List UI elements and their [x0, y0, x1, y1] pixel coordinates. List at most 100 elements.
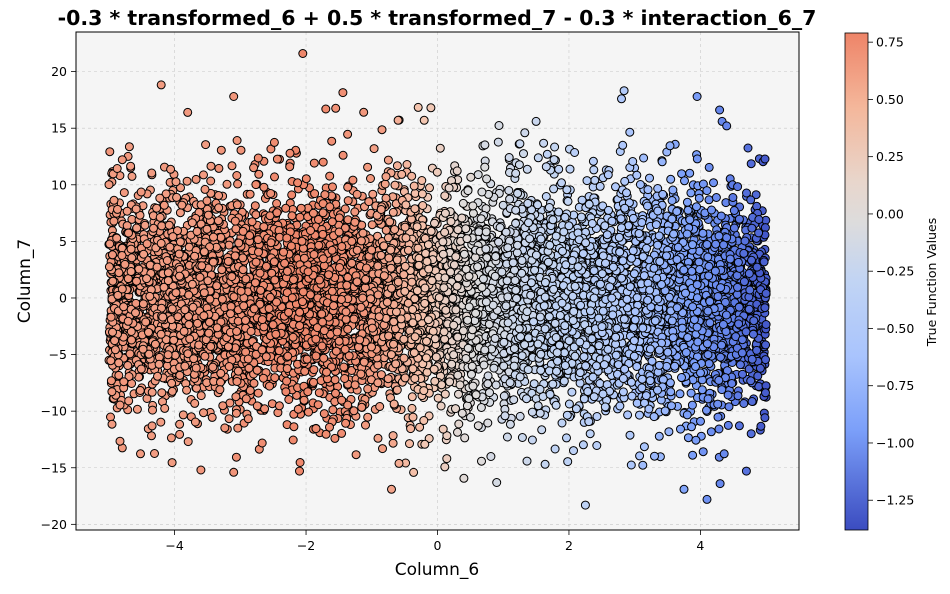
scatter-point: [699, 448, 707, 456]
scatter-point: [403, 161, 411, 169]
scatter-point: [520, 150, 528, 158]
scatter-point: [596, 380, 604, 388]
scatter-point: [565, 400, 573, 408]
scatter-point: [441, 463, 449, 471]
scatter-point: [455, 420, 463, 428]
scatter-point: [125, 143, 133, 151]
chart-title: -0.3 * transformed_6 + 0.5 * transformed…: [58, 6, 817, 30]
scatter-point: [251, 202, 259, 210]
scatter-point: [676, 390, 684, 398]
scatter-point: [639, 461, 647, 469]
scatter-point: [391, 181, 399, 189]
scatter-point: [127, 162, 135, 170]
scatter-point: [715, 425, 723, 433]
scatter-point: [389, 432, 397, 440]
scatter-point: [320, 410, 328, 418]
scatter-point: [406, 440, 414, 448]
scatter-point: [636, 181, 644, 189]
scatter-point: [566, 165, 574, 173]
scatter-point: [687, 189, 695, 197]
scatter-point: [586, 430, 594, 438]
scatter-point: [505, 187, 513, 195]
scatter-point: [364, 163, 372, 171]
scatter-point: [378, 126, 386, 134]
scatter-point: [459, 199, 467, 207]
scatter-point: [233, 172, 241, 180]
scatter-point: [503, 433, 511, 441]
scatter-point: [705, 196, 713, 204]
scatter-point: [551, 445, 559, 453]
scatter-point: [252, 181, 260, 189]
scatter-point: [344, 130, 352, 138]
scatter-point: [665, 428, 673, 436]
scatter-point: [338, 429, 346, 437]
scatter-point: [370, 145, 378, 153]
scatter-point: [289, 436, 297, 444]
scatter-point: [570, 447, 578, 455]
scatter-point: [409, 413, 417, 421]
scatter-point: [275, 402, 283, 410]
scatter-point: [620, 87, 628, 95]
scatter-point: [305, 408, 313, 416]
scatter-point: [233, 137, 241, 145]
scatter-point: [207, 162, 215, 170]
scatter-point: [633, 171, 641, 179]
scatter-point: [207, 177, 215, 185]
scatter-point: [223, 180, 231, 188]
scatter-point: [420, 417, 428, 425]
scatter-point: [273, 200, 281, 208]
scatter-point: [389, 439, 397, 447]
scatter-point: [568, 388, 576, 396]
scatter-point: [344, 183, 352, 191]
scatter-point: [179, 411, 187, 419]
scatter-point: [590, 166, 598, 174]
scatter-point: [286, 163, 294, 171]
scatter-point: [437, 402, 445, 410]
scatter-point: [747, 430, 755, 438]
scatter-point: [494, 138, 502, 146]
scatter-point: [255, 170, 263, 178]
scatter-point: [593, 413, 601, 421]
scatter-point: [234, 424, 242, 432]
scatter-point: [120, 189, 128, 197]
scatter-point: [157, 81, 165, 89]
scatter-point: [410, 468, 418, 476]
scatter-point: [137, 450, 145, 458]
scatter-point: [558, 179, 566, 187]
scatter-point: [183, 177, 191, 185]
scatter-point: [215, 192, 223, 200]
scatter-point: [341, 375, 349, 383]
scatter-point: [651, 452, 659, 460]
scatter-point: [543, 150, 551, 158]
scatter-point: [689, 451, 697, 459]
scatter-point: [528, 436, 536, 444]
scatter-point: [329, 406, 337, 414]
scatter-point: [474, 171, 482, 179]
scatter-point: [260, 183, 268, 191]
scatter-point: [376, 403, 384, 411]
scatter-point: [123, 222, 131, 230]
scatter-point: [200, 409, 208, 417]
scatter-point: [232, 453, 240, 461]
scatter-point: [636, 411, 644, 419]
scatter-point: [540, 139, 548, 147]
scatter-point: [487, 453, 495, 461]
scatter-point: [340, 363, 348, 371]
scatter-point: [133, 405, 141, 413]
scatter-point: [374, 434, 382, 442]
scatter-point: [518, 434, 526, 442]
scatter-point: [516, 412, 524, 420]
scatter-point: [411, 189, 419, 197]
scatter-point: [158, 389, 166, 397]
scatter-point: [234, 180, 242, 188]
scatter-point: [393, 162, 401, 170]
scatter-point: [688, 401, 696, 409]
scatter-point: [271, 173, 279, 181]
scatter-point: [628, 392, 636, 400]
scatter-point: [398, 170, 406, 178]
scatter-point: [351, 208, 359, 216]
scatter-point: [208, 413, 216, 421]
scatter-point: [128, 172, 136, 180]
scatter-point: [197, 392, 205, 400]
